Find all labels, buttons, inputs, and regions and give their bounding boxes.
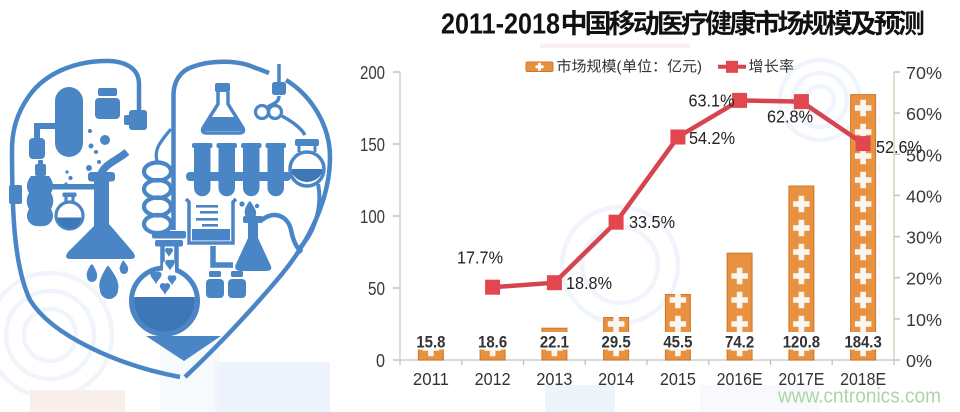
svg-text:18.6: 18.6 (478, 333, 507, 352)
svg-text:184.3: 184.3 (844, 333, 881, 352)
svg-text:52.6%: 52.6% (876, 137, 922, 157)
svg-text:29.5: 29.5 (602, 333, 631, 352)
svg-text:): ) (697, 59, 702, 76)
svg-text:120.8: 120.8 (783, 333, 820, 352)
svg-text:33.5%: 33.5% (629, 212, 675, 232)
svg-text:2014: 2014 (598, 369, 634, 389)
svg-text:10%: 10% (906, 310, 942, 330)
svg-text:50%: 50% (906, 145, 942, 165)
svg-text:2011: 2011 (413, 369, 449, 389)
svg-text:2015: 2015 (660, 369, 696, 389)
svg-text:45.5: 45.5 (663, 333, 692, 352)
svg-text:17.7%: 17.7% (457, 248, 503, 268)
svg-text:2013: 2013 (536, 369, 572, 389)
svg-text:0%: 0% (906, 351, 932, 371)
svg-text:22.1: 22.1 (540, 333, 569, 352)
svg-text:200: 200 (360, 63, 385, 83)
svg-text:54.2%: 54.2% (689, 128, 735, 148)
svg-text:2012: 2012 (475, 369, 511, 389)
svg-text:20%: 20% (906, 269, 942, 289)
svg-text:15.8: 15.8 (416, 333, 445, 352)
svg-text:40%: 40% (906, 186, 942, 206)
svg-text:0: 0 (376, 351, 385, 371)
svg-text:50: 50 (368, 279, 385, 299)
svg-text:2017E: 2017E (778, 369, 824, 389)
svg-text:www.cntronics.com: www.cntronics.com (777, 386, 941, 408)
svg-text:2016E: 2016E (717, 369, 763, 389)
svg-text:(: ( (617, 59, 622, 76)
svg-text:63.1%: 63.1% (689, 91, 735, 111)
svg-text:100: 100 (360, 207, 385, 227)
svg-text:60%: 60% (906, 104, 942, 124)
svg-text:150: 150 (360, 135, 385, 155)
svg-text:62.8%: 62.8% (767, 107, 813, 127)
svg-text:2018E: 2018E (840, 369, 886, 389)
svg-text:2011-2018: 2011-2018 (441, 9, 560, 41)
svg-text:70%: 70% (906, 63, 942, 83)
svg-text:74.2: 74.2 (725, 333, 754, 352)
svg-text:18.8%: 18.8% (566, 273, 612, 293)
svg-text:30%: 30% (906, 228, 942, 248)
